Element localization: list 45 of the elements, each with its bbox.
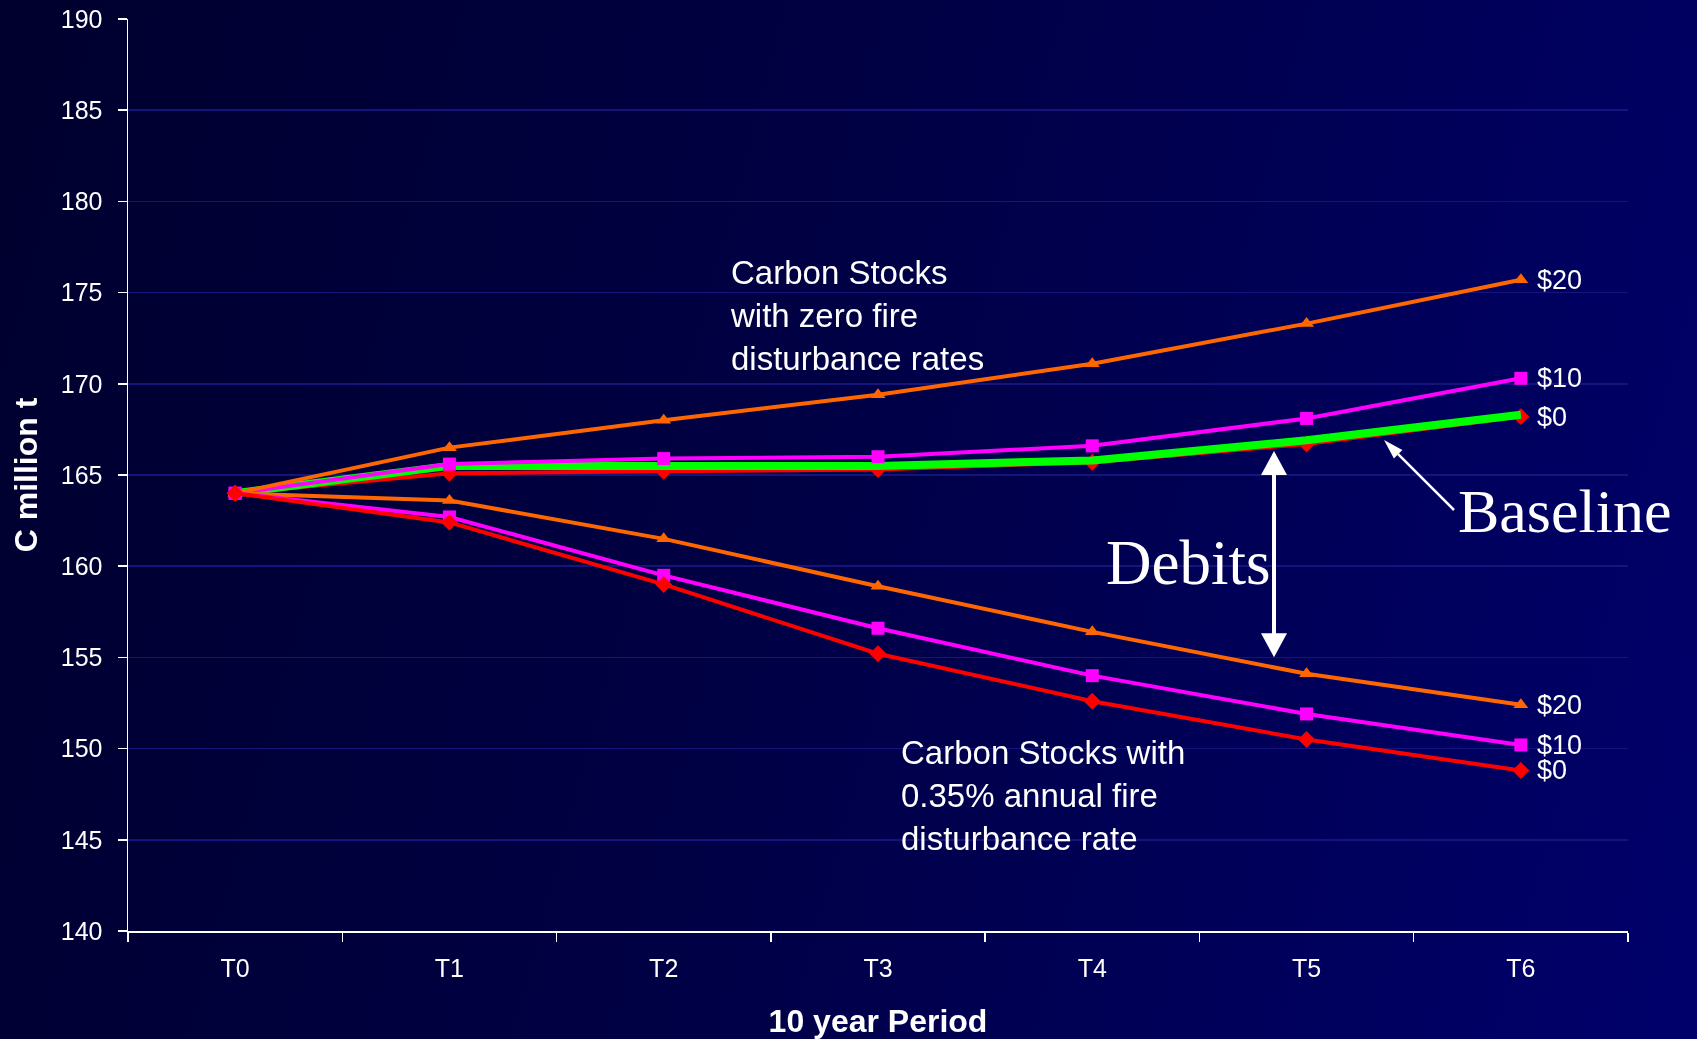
y-tick-label: 190 <box>60 4 103 33</box>
point <box>1298 731 1316 748</box>
point <box>869 645 887 663</box>
y-tick-label: 140 <box>60 916 103 945</box>
series-label: $0 <box>1537 402 1568 432</box>
y-tick-label: 165 <box>60 460 103 489</box>
point <box>440 513 458 531</box>
point <box>655 575 673 593</box>
x-tick-label: T2 <box>649 953 679 982</box>
point <box>1083 692 1101 710</box>
annotation: Carbon Stocks with zero fire disturbance rates <box>730 254 985 377</box>
y-tick-label: 160 <box>60 551 103 580</box>
series-label: $20 <box>1537 265 1583 295</box>
y-tick-label: 185 <box>60 95 103 124</box>
point <box>1300 707 1314 721</box>
x-tick-label: T0 <box>220 953 250 982</box>
point <box>871 450 885 464</box>
point <box>1514 371 1528 385</box>
x-tick-label: T1 <box>434 953 465 982</box>
point <box>1514 738 1528 752</box>
series-label: $20 <box>1537 690 1583 720</box>
point <box>442 457 456 471</box>
y-tick-label: 180 <box>60 187 103 216</box>
point <box>1085 439 1099 453</box>
point <box>871 621 885 635</box>
y-tick-label: 170 <box>60 369 103 398</box>
y-tick-label: 150 <box>60 734 103 763</box>
series-label: Baseline <box>1458 477 1672 545</box>
y-tick-label: 145 <box>60 825 103 854</box>
x-tick-label: T3 <box>863 953 893 982</box>
y-axis-title: C million t <box>8 397 45 553</box>
annotation: Debits <box>1106 528 1271 598</box>
series-label: $10 <box>1537 363 1583 393</box>
point <box>1300 411 1314 425</box>
series-label: $10 <box>1537 730 1583 760</box>
y-tick-label: 175 <box>60 278 103 307</box>
x-tick-label: T5 <box>1291 953 1322 982</box>
x-tick-label: T4 <box>1077 953 1107 982</box>
point <box>1085 669 1099 683</box>
x-axis-title: 10 year Period <box>768 1003 988 1039</box>
annotation: Carbon Stocks with 0.35% annual fire disturbance rate <box>901 734 1186 857</box>
y-tick-label: 155 <box>60 643 103 672</box>
point <box>657 452 671 466</box>
x-tick-label: T6 <box>1506 953 1536 982</box>
point <box>1512 762 1530 779</box>
